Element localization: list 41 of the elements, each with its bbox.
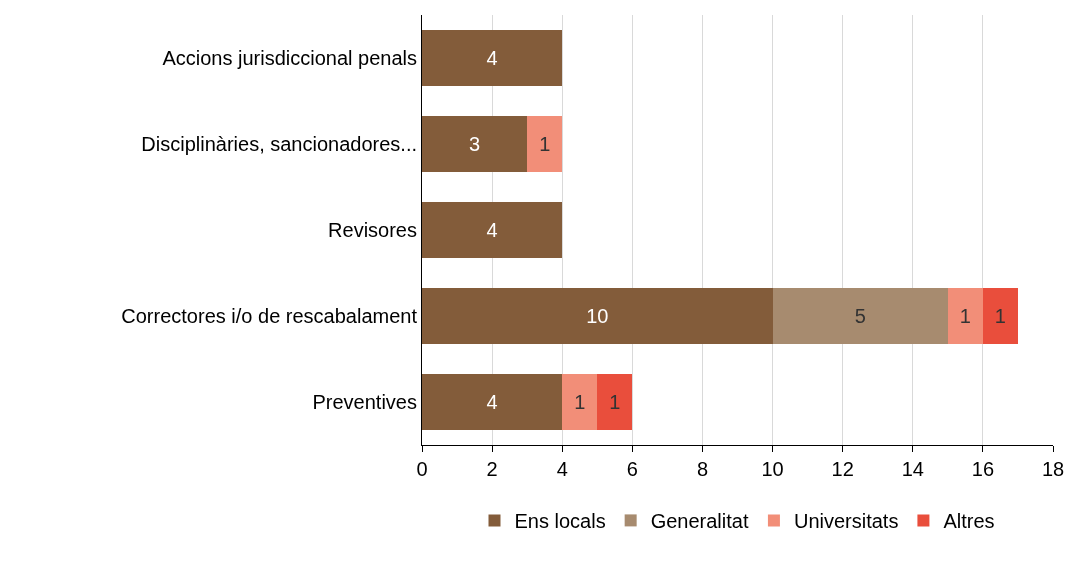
y-tick-label: Revisores: [328, 219, 417, 241]
data-label: 3: [469, 133, 481, 155]
bar: [562, 373, 598, 431]
data-label: 4: [486, 391, 498, 413]
x-tick-label: 18: [1041, 458, 1065, 480]
y-tick-label: Disciplinàries, sancionadores...: [141, 133, 417, 155]
x-tick-label: 2: [486, 458, 498, 480]
data-label: 4: [486, 219, 498, 241]
x-tick-label: 8: [696, 458, 708, 480]
bar: [527, 115, 563, 173]
bar: [422, 287, 773, 345]
bar: [597, 373, 633, 431]
bar: [422, 29, 563, 87]
legend-label: Universitats: [793, 510, 899, 533]
x-tick-label: 14: [901, 458, 924, 480]
bar: [947, 287, 983, 345]
bar: [422, 201, 563, 259]
data-label: 1: [994, 305, 1006, 327]
legend-label: Ens locals: [514, 510, 606, 533]
data-label: 1: [609, 391, 621, 413]
data-label: 5: [854, 305, 866, 327]
x-tick-label: 4: [556, 458, 568, 480]
legend-label: Altres: [943, 510, 995, 533]
data-label: 1: [959, 305, 971, 327]
bar: [422, 115, 528, 173]
y-tick-label: Correctores i/o de rescabalament: [121, 305, 418, 327]
data-label: 10: [586, 305, 609, 327]
data-label: 1: [574, 391, 586, 413]
bar: [772, 287, 948, 345]
data-label: 1: [539, 133, 551, 155]
x-tick-label: 12: [831, 458, 854, 480]
legend-label: Generalitat: [650, 510, 749, 533]
x-tick-label: 10: [761, 458, 784, 480]
y-tick-label: Preventives: [312, 391, 417, 413]
x-tick-label: 6: [626, 458, 638, 480]
x-tick-label: 16: [971, 458, 995, 480]
bar: [982, 287, 1018, 345]
data-label: 4: [486, 47, 498, 69]
bar: [422, 373, 563, 431]
y-tick-label: Accions jurisdiccional penals: [162, 47, 417, 69]
x-tick-label: 0: [416, 458, 428, 480]
